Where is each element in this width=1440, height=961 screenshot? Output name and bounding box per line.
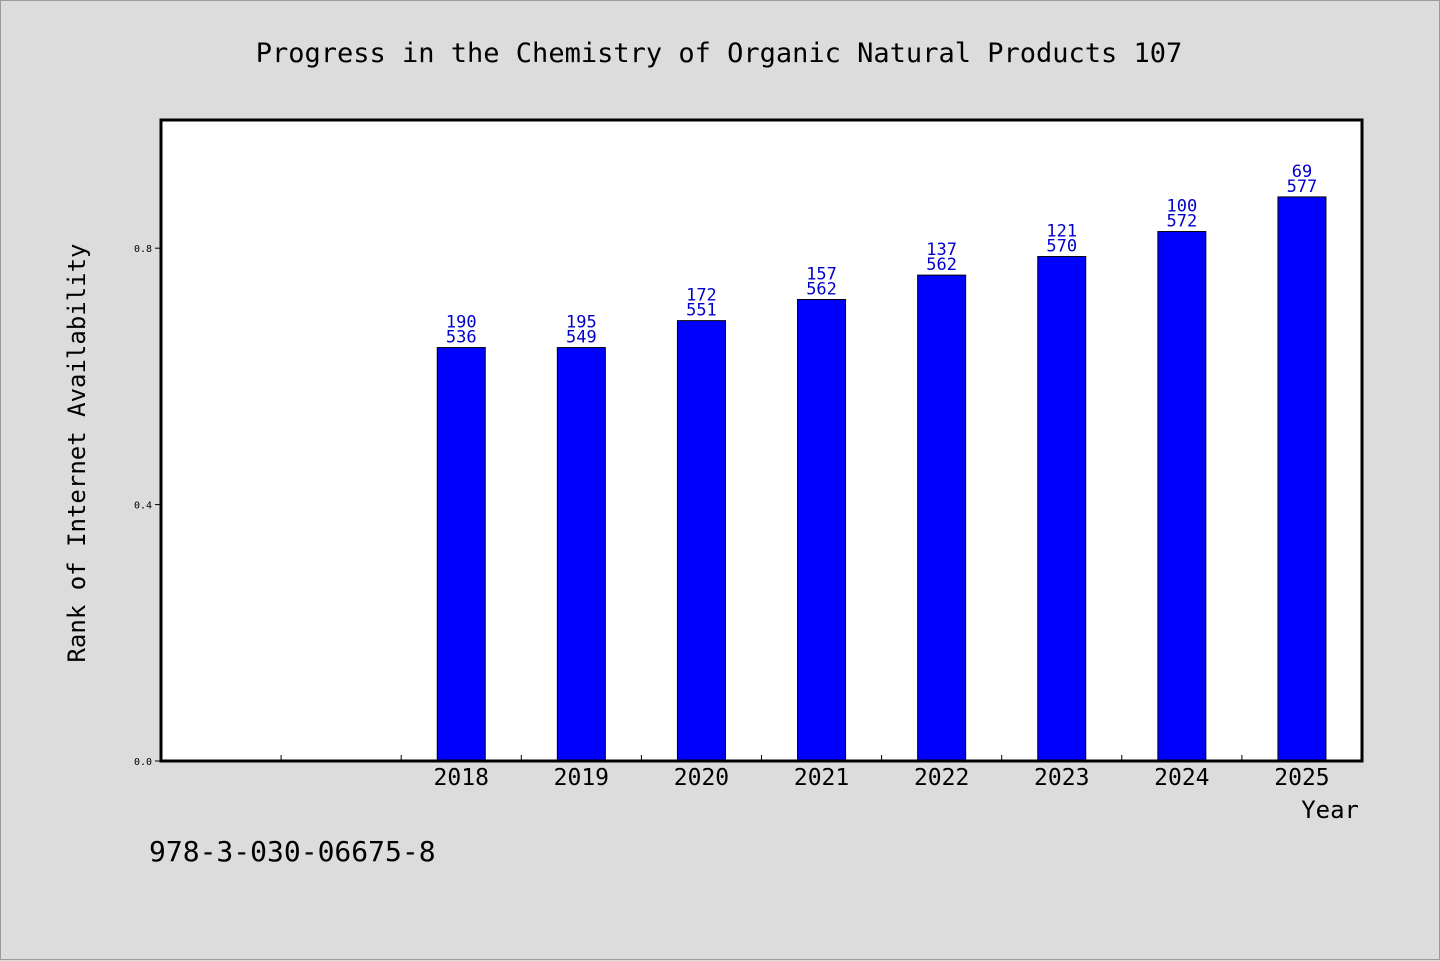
- y-axis-label: Rank of Internet Availability: [63, 243, 91, 662]
- plot-border: [159, 118, 1364, 763]
- x-tick-label: 2018: [434, 765, 489, 791]
- x-tick-label: 2022: [914, 765, 969, 791]
- bar-label-bottom: 572: [1166, 212, 1197, 232]
- bar-label-top: 172: [686, 286, 717, 306]
- x-ticks-group: 2018 2019 2020 2021 2022 2023 2024 2025: [280, 755, 1330, 791]
- bar-label-top: 121: [1046, 222, 1077, 242]
- x-tick-label: 2019: [554, 765, 609, 791]
- bar-2021: [797, 298, 847, 762]
- x-tick-label: 2021: [794, 765, 849, 791]
- bar-label-bottom: 536: [446, 328, 477, 348]
- x-tick-label: 2020: [674, 765, 729, 791]
- x-tick-label: 2025: [1274, 765, 1329, 791]
- bar-label-top: 69: [1292, 162, 1312, 182]
- bar-2023: [1037, 256, 1087, 762]
- x-axis-label: Year: [1301, 796, 1359, 824]
- bar-label-top: 100: [1166, 197, 1197, 217]
- isbn-text: 978-3-030-06675-8: [149, 835, 436, 868]
- bar-label-top: 157: [806, 264, 837, 284]
- bar-label-bottom: 549: [566, 328, 597, 348]
- bar-2020: [676, 320, 726, 762]
- bar-label-bottom: 562: [806, 279, 837, 299]
- bar-label-bottom: 577: [1287, 177, 1318, 197]
- bar-2018: [436, 347, 486, 762]
- bar-label-top: 195: [566, 313, 597, 333]
- bar-label-bottom: 570: [1046, 237, 1077, 257]
- bar-2019: [556, 347, 606, 762]
- bar-2025: [1277, 196, 1327, 762]
- y-tick-label: 0.8: [134, 244, 152, 255]
- bar-label-top: 137: [926, 240, 957, 260]
- y-tick-label: 0.4: [134, 501, 152, 512]
- x-tick-label: 2024: [1154, 765, 1209, 791]
- chart-title: Progress in the Chemistry of Organic Nat…: [256, 38, 1183, 69]
- x-tick-label: 2023: [1034, 765, 1089, 791]
- y-tick-label: 0.0: [134, 757, 152, 768]
- bar-labels-group: 1905361955491725511575621375621215701005…: [446, 162, 1317, 348]
- y-ticks-group: 0.0 0.4 0.8: [134, 244, 161, 768]
- bar-label-bottom: 562: [926, 255, 957, 275]
- bar-label-top: 190: [446, 313, 477, 333]
- bar-2022: [917, 274, 967, 762]
- bars-group: [436, 196, 1327, 762]
- bar-label-bottom: 551: [686, 301, 717, 321]
- bar-2024: [1157, 231, 1207, 762]
